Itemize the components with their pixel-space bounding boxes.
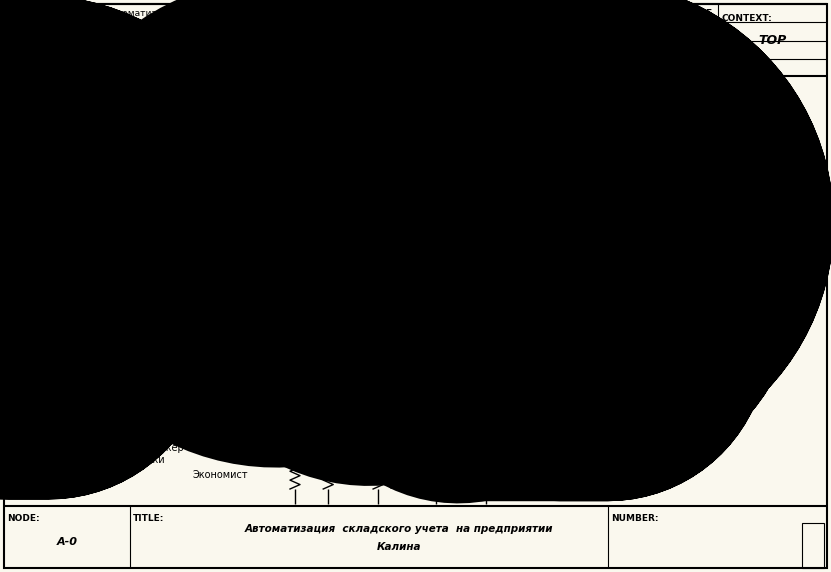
Bar xyxy=(253,409,557,421)
Text: Платежное требование: Платежное требование xyxy=(567,205,689,215)
Text: A-0: A-0 xyxy=(57,537,77,547)
Text: PROJECT:  Решаемая задача: PROJECT: Решаемая задача xyxy=(59,27,189,36)
Text: Заявка на отгрузку молочной
продукции: Заявка на отгрузку молочной продукции xyxy=(12,240,165,261)
Bar xyxy=(253,183,557,409)
Text: Реестр договоров: Реестр договоров xyxy=(567,265,658,275)
Text: DATE: DATE xyxy=(686,9,712,18)
Text: Менеджер
сделки: Менеджер сделки xyxy=(129,443,184,465)
Text: 0: 0 xyxy=(547,395,553,405)
Text: Калина: Калина xyxy=(376,542,421,552)
Text: Автоматизация  складского учета  на предприятии: Автоматизация складского учета на предпр… xyxy=(245,524,553,534)
Text: 0 руб.: 0 руб. xyxy=(258,395,288,405)
Text: NODE:: NODE: xyxy=(7,514,40,523)
Text: CONTEXT:: CONTEXT: xyxy=(722,14,773,23)
Text: PUBLICATION: PUBLICATION xyxy=(444,63,503,72)
Text: Методика
бухгалтерского и
управленческого
учета: Методика бухгалтерского и управленческог… xyxy=(445,81,535,126)
Text: Экономист: Экономист xyxy=(193,470,248,480)
Text: USED AT:: USED AT: xyxy=(7,35,53,45)
Text: Нормативно-правовыми
актами заключения и
выполнения договоров: Нормативно-правовыми актами заключения и… xyxy=(112,81,236,114)
Text: READER: READER xyxy=(617,9,658,18)
Text: Кладовщик
склада
молочной
продукции: Кладовщик склада молочной продукции xyxy=(306,432,365,476)
Text: Бухгалтер по финансово-расчетным
операциям: Бухгалтер по финансово-расчетным операци… xyxy=(478,430,666,452)
Text: TITLE:: TITLE: xyxy=(133,514,165,523)
Text: WORKING: WORKING xyxy=(444,9,494,18)
Text: Главный диспетчер
планово-диспетчерского
отдела: Главный диспетчер планово-диспетчерского… xyxy=(389,458,518,491)
Text: NOTES:  1  2  3  4  5  6  7  8  9  10: NOTES: 1 2 3 4 5 6 7 8 9 10 xyxy=(59,63,213,72)
Text: REV:    20.06.2018: REV: 20.06.2018 xyxy=(330,27,413,36)
Text: NUMBER:: NUMBER: xyxy=(611,514,658,523)
Text: Банковская выписка: Банковская выписка xyxy=(12,315,118,325)
Text: Автоматизация
складского учета
на предприятии Калина: Автоматизация складского учета на предпр… xyxy=(334,279,476,313)
Text: DATE:  20.06.2018: DATE: 20.06.2018 xyxy=(330,9,413,18)
Bar xyxy=(802,523,824,568)
Text: Заявка на поставку молочной
продукции: Заявка на поставку молочной продукции xyxy=(12,188,166,210)
Text: RECOMMENDED: RECOMMENDED xyxy=(444,46,516,54)
Bar xyxy=(548,183,558,409)
Text: Информация о выполнении
договорных обязательств: Информация о выполнении договорных обяза… xyxy=(567,299,709,320)
Text: AUTHOR:  Автоматизация складского учета: AUTHOR: Автоматизация складского учета xyxy=(59,9,267,18)
Text: TOP: TOP xyxy=(759,34,787,46)
Text: DRAFT: DRAFT xyxy=(444,27,473,36)
